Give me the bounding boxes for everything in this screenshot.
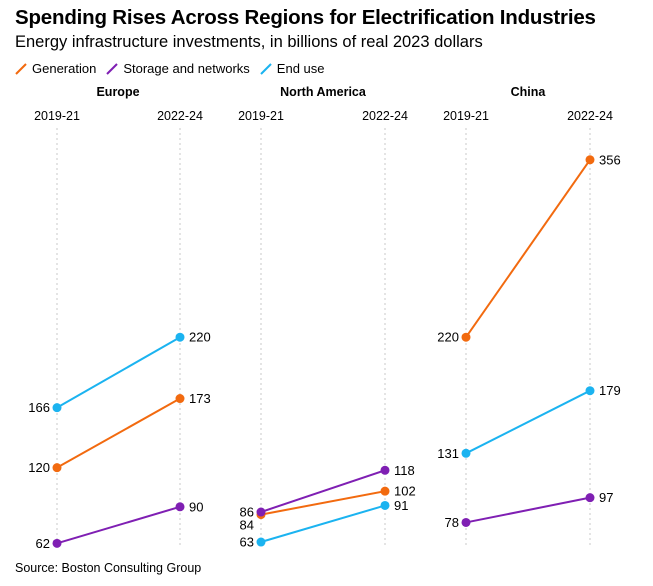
x-tick-label: 2019-21 <box>34 109 80 123</box>
data-point-generation <box>461 332 471 342</box>
series-line-end-use <box>260 504 386 543</box>
data-label-generation: 120 <box>28 460 50 475</box>
data-label-end-use: 179 <box>599 383 621 398</box>
data-point-storage-and-networks <box>380 465 390 475</box>
data-label-storage-and-networks: 62 <box>36 536 50 551</box>
data-point-generation <box>175 394 185 404</box>
legend-item-end-use: End use <box>260 61 325 76</box>
panel-title-europe: Europe <box>96 85 139 99</box>
legend: Generation Storage and networks End use <box>15 61 325 76</box>
data-point-storage-and-networks <box>461 517 471 527</box>
chart-title: Spending Rises Across Regions for Electr… <box>15 6 596 29</box>
series-line-generation <box>465 159 591 338</box>
data-point-end-use <box>380 500 390 510</box>
data-label-generation: 220 <box>437 330 459 345</box>
data-label-end-use: 166 <box>28 400 50 415</box>
data-point-end-use <box>175 332 185 342</box>
panel-north-america: North America 2019-21 2022-24 84 102 86 118 63 9… <box>238 85 416 550</box>
source-note: Source: Boston Consulting Group <box>15 561 202 575</box>
x-tick-label: 2022-24 <box>157 109 203 123</box>
data-point-storage-and-networks <box>175 502 185 512</box>
data-point-end-use <box>461 448 471 458</box>
legend-label-end-use: End use <box>276 61 325 76</box>
legend-item-generation: Generation <box>15 61 96 76</box>
data-point-storage-and-networks <box>256 507 266 517</box>
series-line-storage-and-networks <box>465 496 591 524</box>
data-label-end-use: 63 <box>240 535 254 550</box>
data-label-generation: 84 <box>240 518 254 533</box>
data-label-storage-and-networks: 97 <box>599 490 613 505</box>
x-tick-label: 2022-24 <box>362 109 408 123</box>
data-label-storage-and-networks: 90 <box>189 499 203 514</box>
series-line-end-use <box>56 336 181 409</box>
data-point-end-use <box>52 403 62 413</box>
x-tick-label: 2019-21 <box>238 109 284 123</box>
x-tick-label: 2022-24 <box>567 109 613 123</box>
data-point-generation <box>52 463 62 473</box>
data-point-storage-and-networks <box>585 493 595 503</box>
legend-label-storage: Storage and networks <box>123 61 250 76</box>
legend-swatch-storage <box>106 62 119 75</box>
series-line-storage-and-networks <box>56 505 181 545</box>
series-line-storage-and-networks <box>260 469 386 513</box>
x-tick-label: 2019-21 <box>443 109 489 123</box>
panel-title-china: China <box>511 85 547 99</box>
data-point-end-use <box>256 537 266 547</box>
series-line-generation <box>260 490 386 516</box>
data-label-end-use: 220 <box>189 330 211 345</box>
series-line-generation <box>56 397 181 469</box>
data-label-storage-and-networks: 78 <box>445 515 459 530</box>
data-label-generation: 173 <box>189 391 211 406</box>
data-point-generation <box>585 155 595 165</box>
legend-swatch-generation <box>15 62 27 75</box>
data-label-storage-and-networks: 118 <box>394 463 415 478</box>
chart-subtitle: Energy infrastructure investments, in bi… <box>15 33 483 51</box>
legend-item-storage: Storage and networks <box>106 61 250 76</box>
data-point-generation <box>380 486 390 496</box>
data-label-generation: 356 <box>599 152 621 167</box>
panel-title-north-america: North America <box>280 85 367 99</box>
legend-swatch-end-use <box>260 62 272 75</box>
data-label-end-use: 91 <box>394 498 408 513</box>
panel-china: China 2019-21 2022-24 220 356 78 97 131 179 <box>437 85 621 545</box>
data-point-end-use <box>585 386 595 396</box>
data-label-storage-and-networks: 86 <box>240 505 254 520</box>
data-label-generation: 102 <box>394 484 416 499</box>
panel-europe: Europe 2019-21 2022-24 120 173 62 90 166 220 <box>28 85 210 551</box>
legend-label-generation: Generation <box>32 61 97 76</box>
data-label-end-use: 131 <box>437 446 459 461</box>
series-line-end-use <box>465 389 591 455</box>
data-point-storage-and-networks <box>52 538 62 548</box>
